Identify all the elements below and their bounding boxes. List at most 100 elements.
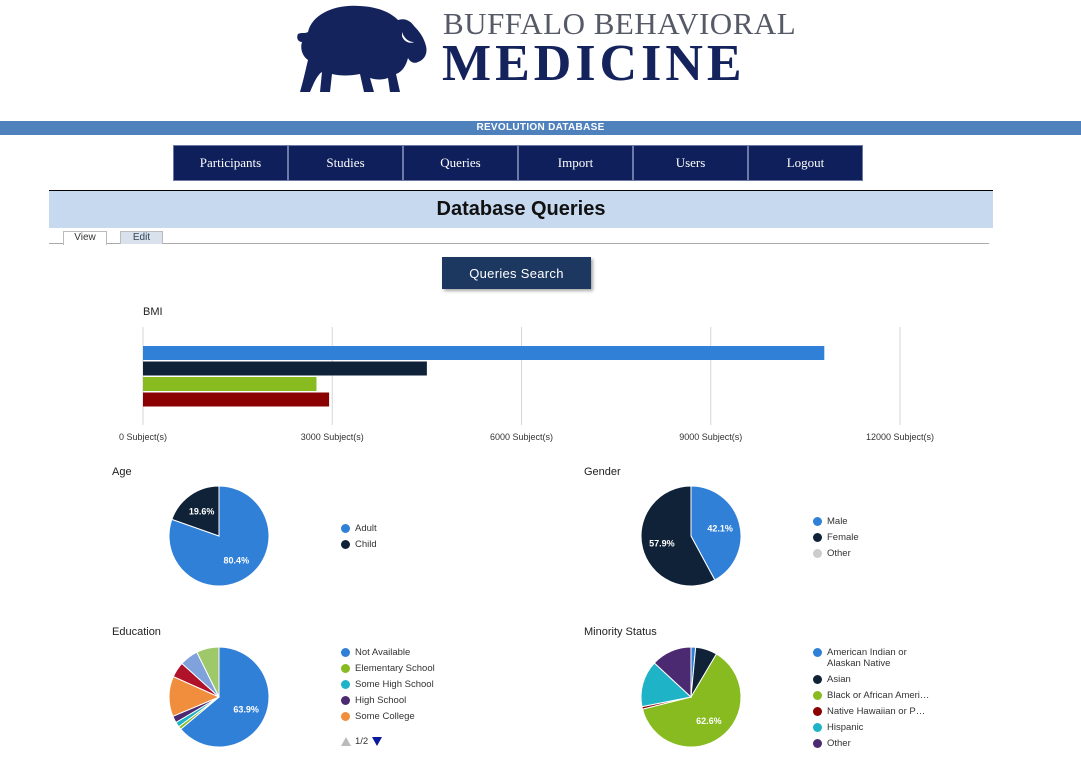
age-legend-item[interactable]: Child	[341, 539, 377, 550]
previous-page-icon[interactable]	[341, 737, 351, 746]
nav-queries[interactable]: Queries	[403, 145, 518, 181]
brand-name-top: BUFFALO BEHAVIORAL	[443, 6, 797, 41]
legend-label: Adult	[355, 523, 377, 534]
education-pie-slice[interactable]	[179, 646, 270, 748]
gender-pie-label: 57.9%	[649, 538, 675, 548]
legend-label: Elementary School	[355, 663, 435, 674]
bmi-bar[interactable]	[143, 377, 317, 391]
gender-pie-slice[interactable]	[640, 485, 716, 587]
age-pie-slice[interactable]	[168, 485, 270, 587]
brand-name-bottom: MEDICINE	[442, 35, 746, 92]
legend-swatch	[341, 524, 350, 533]
minority-pie-slice[interactable]	[641, 653, 742, 748]
bmi-tick-label: 3000 Subject(s)	[300, 432, 364, 442]
minority-legend-item[interactable]: Asian	[813, 674, 937, 685]
nav-studies[interactable]: Studies	[288, 145, 403, 181]
minority-legend-item[interactable]: Native Hawaiian or P…	[813, 706, 937, 717]
legend-label: Male	[827, 516, 848, 527]
tab-edit[interactable]: Edit	[120, 231, 163, 244]
main-nav: Participants Studies Queries Import User…	[173, 145, 863, 181]
legend-swatch	[813, 517, 822, 526]
gender-legend: Male Female Other	[813, 516, 859, 564]
gender-pie-label: 42.1%	[707, 524, 733, 534]
bmi-tick-label: 9000 Subject(s)	[679, 432, 743, 442]
legend-label: Black or African Ameri…	[827, 690, 930, 701]
site-header: BUFFALO BEHAVIORAL MEDICINE	[0, 0, 1081, 120]
age-pie-label: 80.4%	[224, 555, 250, 565]
gender-legend-item[interactable]: Male	[813, 516, 859, 527]
legend-swatch	[813, 723, 822, 732]
view-edit-tabs: View Edit	[49, 230, 989, 245]
minority-legend-item[interactable]: Hispanic	[813, 722, 937, 733]
age-pie-label: 19.6%	[189, 507, 215, 517]
minority-legend-item[interactable]: Other	[813, 738, 937, 749]
education-pie-slice[interactable]	[196, 646, 220, 698]
legend-swatch	[813, 707, 822, 716]
legend-label: Hispanic	[827, 722, 864, 733]
legend-label: Child	[355, 539, 377, 550]
legend-label: Some College	[355, 711, 415, 722]
buffalo-logo-icon	[297, 5, 427, 92]
legend-swatch	[813, 675, 822, 684]
legend-label: Other	[827, 738, 851, 749]
legend-label: Other	[827, 548, 851, 559]
education-pie-label: 63.9%	[233, 705, 259, 715]
minority-legend-item[interactable]: American Indian or Alaskan Native	[813, 647, 937, 669]
minority-pie-label: 62.6%	[696, 716, 722, 726]
age-chart-title: Age	[112, 466, 132, 478]
bmi-tick-label: 12000 Subject(s)	[865, 432, 935, 442]
legend-swatch	[813, 549, 822, 558]
queries-search-button[interactable]: Queries Search	[442, 257, 591, 289]
legend-swatch	[813, 691, 822, 700]
age-legend: Adult Child	[341, 523, 377, 555]
next-page-icon[interactable]	[372, 737, 383, 746]
age-legend-item[interactable]: Adult	[341, 523, 377, 534]
bmi-chart-title: BMI	[143, 306, 163, 318]
legend-swatch	[813, 648, 822, 657]
bmi-tick-label: 6000 Subject(s)	[489, 432, 554, 442]
bmi-bar[interactable]	[143, 346, 825, 360]
gender-legend-item[interactable]: Female	[813, 532, 859, 543]
legend-label: High School	[355, 695, 407, 706]
education-chart-title: Education	[112, 626, 161, 638]
legend-swatch	[341, 680, 350, 689]
database-banner: REVOLUTION DATABASE	[0, 121, 1081, 135]
gender-chart-title: Gender	[584, 466, 621, 478]
education-legend-item[interactable]: Elementary School	[341, 663, 435, 674]
education-legend-item[interactable]: High School	[341, 695, 435, 706]
legend-swatch	[341, 540, 350, 549]
bmi-bar[interactable]	[143, 361, 427, 376]
legend-label: American Indian or Alaskan Native	[827, 647, 907, 669]
legend-swatch	[813, 739, 822, 748]
legend-label: Some High School	[355, 679, 434, 690]
gender-pie-slice[interactable]	[690, 485, 742, 581]
age-pie-slice[interactable]	[171, 485, 220, 537]
education-legend-item[interactable]: Some College	[341, 711, 435, 722]
legend-swatch	[813, 533, 822, 542]
legend-label: Asian	[827, 674, 851, 685]
nav-users[interactable]: Users	[633, 145, 748, 181]
legend-page-indicator: 1/2	[355, 736, 369, 747]
minority-legend: American Indian or Alaskan Native Asian Bl…	[813, 647, 937, 754]
minority-legend-item[interactable]: Black or African Ameri…	[813, 690, 937, 701]
minority-pie-slice[interactable]	[653, 646, 692, 699]
legend-swatch	[341, 664, 350, 673]
bmi-tick-label: 0 Subject(s)	[118, 432, 168, 442]
nav-logout[interactable]: Logout	[748, 145, 863, 181]
education-legend: Not Available Elementary School Some High …	[341, 647, 435, 727]
page-title: Database Queries	[49, 190, 993, 228]
legend-swatch	[341, 696, 350, 705]
legend-label: Not Available	[355, 647, 411, 658]
gender-legend-item[interactable]: Other	[813, 548, 859, 559]
education-legend-item[interactable]: Not Available	[341, 647, 435, 658]
nav-participants[interactable]: Participants	[173, 145, 288, 181]
nav-import[interactable]: Import	[518, 145, 633, 181]
education-legend-item[interactable]: Some High School	[341, 679, 435, 690]
legend-swatch	[341, 648, 350, 657]
bmi-bar[interactable]	[143, 392, 330, 407]
tab-view[interactable]: View	[63, 231, 107, 245]
legend-label: Native Hawaiian or P…	[827, 706, 926, 717]
legend-swatch	[341, 712, 350, 721]
